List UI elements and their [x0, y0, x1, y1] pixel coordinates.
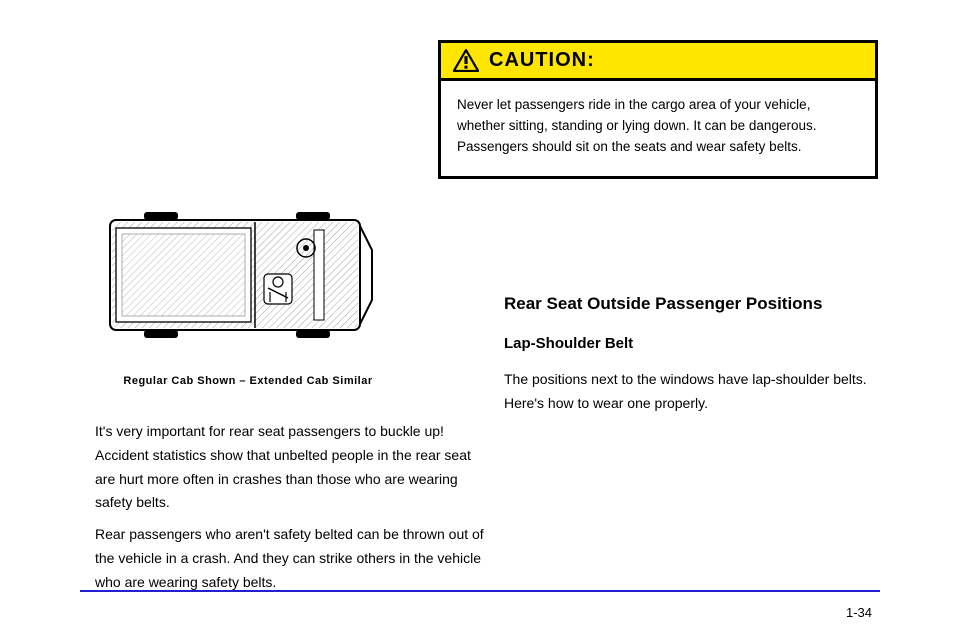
- diagram-caption: Regular Cab Shown – Extended Cab Similar: [108, 375, 388, 387]
- right-heading: Rear Seat Outside Passenger Positions: [504, 290, 874, 319]
- caution-title: CAUTION:: [489, 49, 595, 72]
- left-para-2: Rear passengers who aren't safety belted…: [95, 523, 485, 594]
- manual-page: Regular Cab Shown – Extended Cab Similar…: [0, 0, 954, 636]
- left-column-text: It's very important for rear seat passen…: [95, 420, 485, 603]
- right-column-text: Rear Seat Outside Passenger Positions La…: [504, 290, 874, 428]
- left-para-1: It's very important for rear seat passen…: [95, 420, 485, 515]
- right-para: The positions next to the windows have l…: [504, 368, 874, 416]
- warning-triangle-icon: [453, 49, 479, 72]
- right-subheading: Lap-Shoulder Belt: [504, 331, 874, 357]
- vehicle-top-view-diagram: [100, 200, 380, 350]
- caution-body-text: Never let passengers ride in the cargo a…: [441, 81, 875, 176]
- footer-rule: [80, 590, 880, 592]
- caution-box: CAUTION: Never let passengers ride in th…: [438, 40, 878, 179]
- caution-header: CAUTION:: [441, 43, 875, 81]
- page-number: 1-34: [846, 605, 872, 620]
